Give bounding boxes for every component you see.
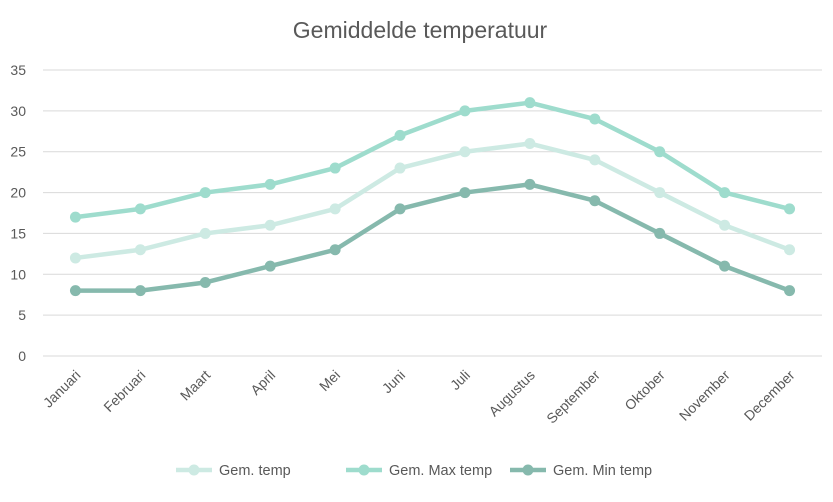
- x-tick-label: April: [247, 367, 278, 398]
- y-axis: 0 5 10 15 20 25 30 35: [10, 62, 26, 364]
- legend-item: Gem. temp: [176, 463, 291, 479]
- data-point: [524, 178, 536, 190]
- data-point: [524, 138, 536, 150]
- x-tick-label: September: [543, 367, 603, 427]
- legend-label: Gem. Min temp: [553, 463, 652, 479]
- gridlines: [43, 69, 822, 357]
- y-tick-label: 5: [18, 307, 26, 323]
- data-point: [654, 146, 666, 158]
- data-point: [69, 211, 81, 223]
- series-2: [69, 97, 796, 223]
- data-point: [719, 187, 731, 199]
- data-point: [459, 187, 471, 199]
- x-tick-label: Augustus: [485, 367, 538, 420]
- data-point: [719, 219, 731, 231]
- x-tick-label: Februari: [100, 367, 148, 415]
- series-1: [69, 138, 796, 264]
- data-point: [589, 154, 601, 166]
- data-point: [459, 105, 471, 117]
- x-tick-label: Januari: [40, 367, 84, 411]
- x-tick-label: Maart: [177, 367, 214, 404]
- x-tick-label: December: [741, 367, 798, 424]
- x-tick-label: Mei: [316, 367, 343, 394]
- data-point: [394, 129, 406, 141]
- data-point: [654, 187, 666, 199]
- data-point: [784, 285, 796, 297]
- legend-marker: [522, 464, 534, 476]
- x-tick-label: November: [676, 367, 733, 424]
- data-point: [134, 244, 146, 256]
- series-line: [73, 141, 792, 261]
- x-tick-label: Juni: [379, 367, 408, 396]
- legend-marker: [188, 464, 200, 476]
- data-point: [264, 178, 276, 190]
- data-point: [784, 244, 796, 256]
- data-point: [134, 285, 146, 297]
- y-tick-label: 35: [10, 62, 26, 78]
- x-tick-label: Juli: [447, 367, 473, 393]
- y-tick-label: 10: [10, 266, 26, 282]
- data-point: [264, 260, 276, 272]
- data-point: [134, 203, 146, 215]
- y-tick-label: 0: [18, 348, 26, 364]
- data-point: [589, 113, 601, 125]
- series-line: [73, 100, 792, 220]
- data-point: [394, 203, 406, 215]
- data-point: [394, 162, 406, 174]
- data-point: [329, 162, 341, 174]
- x-axis: Januari Februari Maart April Mei Juni Juli Augu…: [40, 367, 798, 427]
- series-group: [69, 97, 796, 297]
- legend-marker: [358, 464, 370, 476]
- data-point: [69, 252, 81, 264]
- data-point: [199, 187, 211, 199]
- data-point: [69, 285, 81, 297]
- legend-item: Gem. Min temp: [510, 463, 652, 479]
- legend-label: Gem. temp: [219, 463, 291, 479]
- data-point: [329, 203, 341, 215]
- legend-label: Gem. Max temp: [389, 463, 492, 479]
- legend-item: Gem. Max temp: [346, 463, 492, 479]
- legend: Gem. temp Gem. Max temp Gem. Min temp: [176, 463, 652, 479]
- data-point: [264, 219, 276, 231]
- data-point: [589, 195, 601, 207]
- x-tick-label: Oktober: [621, 367, 668, 414]
- y-tick-label: 20: [10, 185, 26, 201]
- chart-title: Gemiddelde temperatuur: [293, 17, 548, 43]
- y-tick-label: 15: [10, 225, 26, 241]
- series-line: [73, 182, 792, 293]
- y-tick-label: 25: [10, 144, 26, 160]
- data-point: [524, 97, 536, 109]
- series-3: [69, 178, 796, 297]
- data-point: [459, 146, 471, 158]
- data-point: [199, 227, 211, 239]
- data-point: [784, 203, 796, 215]
- y-tick-label: 30: [10, 103, 26, 119]
- data-point: [719, 260, 731, 272]
- data-point: [654, 227, 666, 239]
- data-point: [199, 276, 211, 288]
- data-point: [329, 244, 341, 256]
